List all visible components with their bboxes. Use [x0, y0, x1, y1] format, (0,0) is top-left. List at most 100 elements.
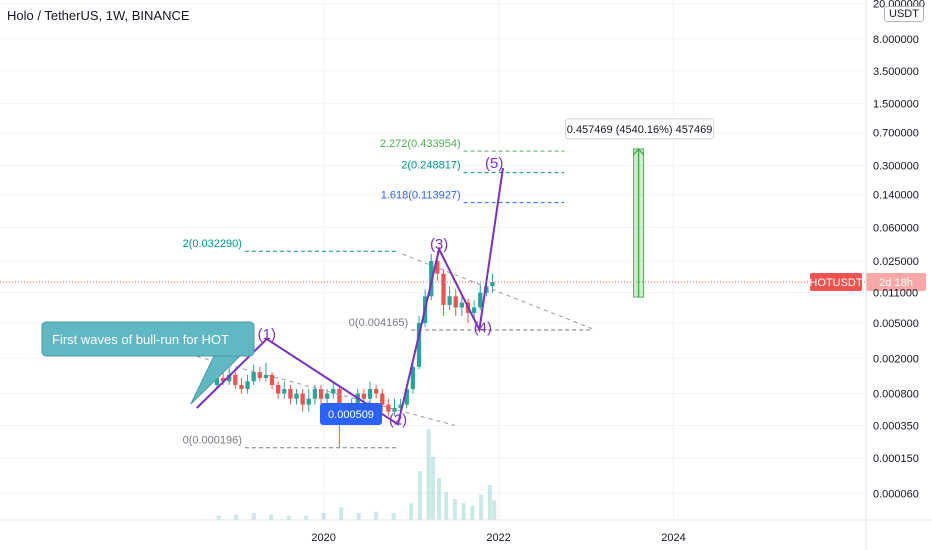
candle-body — [398, 404, 403, 409]
volume-bar — [470, 506, 475, 520]
candle-body — [233, 374, 238, 385]
x-tick-label: 2020 — [311, 532, 335, 544]
candle-body — [435, 261, 440, 274]
volume-bar — [286, 515, 291, 520]
price-marker-bg — [320, 403, 382, 426]
callout-pointer — [190, 355, 242, 405]
candle-body — [490, 282, 495, 287]
price-line: HOTUSDT 2d 18h — [0, 273, 926, 292]
currency-button[interactable]: USDT — [884, 6, 924, 22]
volume-bar — [452, 499, 457, 520]
y-tick-label: 0.000350 — [873, 420, 919, 432]
y-tick-label: 0.011000 — [873, 288, 918, 300]
wave-label: (5) — [485, 155, 503, 172]
candle-body — [227, 374, 232, 382]
candle-body — [325, 393, 330, 399]
volume-bar — [374, 511, 379, 520]
volume-bar — [444, 492, 449, 520]
candle-body — [447, 296, 452, 305]
volume-bar — [269, 514, 274, 520]
price-marker-label: 0.000509 — [328, 409, 374, 421]
candle-body — [392, 408, 397, 412]
candle-body — [306, 398, 311, 405]
x-tick-label: 2024 — [661, 532, 685, 544]
wave-label: (4) — [474, 320, 492, 337]
price-tag-bg — [810, 273, 862, 292]
candle-body — [269, 374, 275, 385]
candle-body — [282, 389, 287, 394]
candle-body — [331, 389, 336, 394]
candle-body — [441, 273, 446, 305]
price-tag-symbol: HOTUSDT — [809, 277, 862, 289]
candle-body — [367, 389, 373, 399]
y-tick-label: 0.025000 — [873, 256, 919, 268]
fib-label: 2(0.032290) — [183, 238, 242, 250]
candle-body — [416, 323, 422, 367]
price-tag-time: 2d 18h — [879, 277, 913, 289]
volume-bar — [304, 515, 309, 520]
candle-body — [484, 286, 489, 293]
fib-label: 2.272(0.433954) — [380, 138, 461, 150]
y-tick-label: 0.000800 — [873, 389, 919, 401]
elliott-wave: (1) (2) (3) (4) (5) — [196, 155, 504, 428]
candle-body — [410, 366, 416, 390]
candles — [214, 251, 495, 447]
price-tag-time-bg — [866, 273, 926, 292]
volume-bar — [356, 513, 361, 520]
y-tick-label: 0.300000 — [873, 160, 919, 172]
volume-bar — [339, 507, 344, 520]
trend-lines — [196, 253, 596, 426]
candle-body — [459, 302, 465, 308]
volume-bar — [234, 514, 239, 520]
fib-label: 2(0.248817) — [401, 160, 460, 172]
measure-arrowhead — [632, 147, 645, 156]
candle-body — [361, 393, 367, 399]
candle-body — [453, 296, 458, 308]
candle-body — [276, 384, 281, 394]
fib-levels: 2.272(0.433954) 2(0.248817) 1.618(0.113927… — [183, 138, 591, 449]
callout-box — [41, 321, 255, 357]
candle-body — [220, 377, 226, 382]
candle-body — [300, 393, 305, 405]
candle-body — [263, 374, 269, 378]
measure-label-bg — [565, 118, 715, 140]
volume-bar — [321, 513, 326, 520]
candle-body — [318, 389, 324, 399]
candle-body — [288, 389, 293, 399]
candle-body — [214, 377, 220, 385]
candle-body — [245, 381, 250, 390]
y-tick-label: 0.002000 — [873, 353, 919, 365]
y-tick-label: 0.000150 — [873, 453, 919, 465]
candle-body — [380, 393, 385, 405]
wave-label: (3) — [430, 236, 448, 253]
y-tick-label: 8.000000 — [873, 34, 919, 46]
y-tick-label: 0.700000 — [873, 128, 919, 140]
callout-text: First waves of bull-run for HOT — [52, 332, 229, 347]
candle-body — [373, 389, 379, 394]
y-tick-label: 0.140000 — [873, 190, 919, 202]
y-tick-label: 3.500000 — [873, 66, 919, 78]
y-tick-label: 0.060000 — [873, 222, 919, 234]
fib-label: 0(0.004165) — [349, 317, 408, 329]
volume-bar — [409, 503, 414, 520]
candle-body — [386, 404, 391, 412]
volume-bar — [216, 515, 221, 520]
measure-tool: 0.457469 (4540.16%) 457469 — [565, 118, 715, 298]
annotation-callout: First waves of bull-run for HOT 0.000509 — [41, 321, 382, 426]
candle-body — [239, 384, 244, 390]
y-tick-label: 0.005000 — [873, 318, 919, 330]
volume-bar — [437, 478, 442, 520]
grid-lines — [0, 0, 866, 520]
wave-label: (2) — [389, 411, 407, 428]
wave-path — [196, 167, 504, 426]
volume-bar — [417, 471, 422, 520]
candle-body — [404, 389, 409, 405]
candle-body — [294, 393, 299, 399]
chart-title: Holo / TetherUS, 1W, BINANCE — [7, 8, 190, 23]
fib-label: 0(0.000196) — [183, 435, 242, 447]
volume-bar — [251, 513, 256, 520]
x-axis: 2020 2022 2024 — [0, 519, 932, 544]
candle-body — [337, 389, 342, 416]
candle-body — [471, 307, 477, 313]
